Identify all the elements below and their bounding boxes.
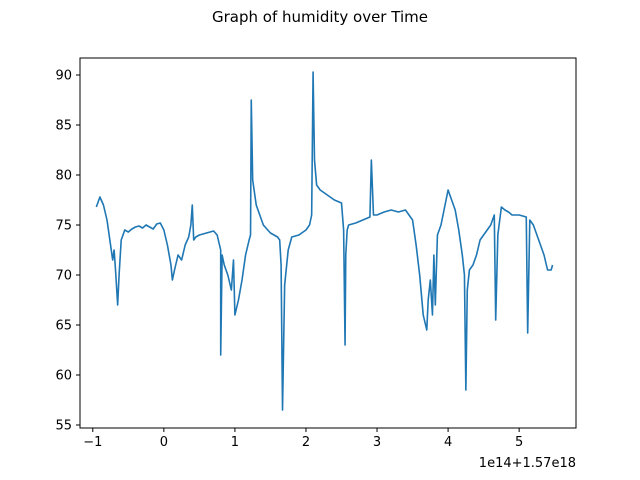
y-tick-label: 75: [55, 219, 72, 234]
x-tick-label: 1: [231, 435, 239, 450]
x-tick-label: −1: [83, 435, 102, 450]
series-layer: [95, 71, 554, 411]
x-tick-label: 5: [515, 435, 523, 450]
x-tick-label: 2: [302, 435, 310, 450]
x-axis-offset-label: 1e14+1.57e18: [479, 456, 576, 471]
y-tick-label: 70: [55, 269, 72, 284]
x-tick-label: 0: [160, 435, 168, 450]
x-axis: −1 0 1 2 3 4 5: [83, 428, 523, 450]
x-tick-label: 3: [373, 435, 381, 450]
y-tick-label: 90: [55, 69, 72, 84]
y-tick-label: 80: [55, 169, 72, 184]
axes-frame: [79, 57, 577, 429]
y-tick-label: 65: [55, 319, 72, 334]
plot-area: [79, 57, 577, 429]
y-axis: 55 60 65 70 75 80 85 90: [55, 69, 80, 434]
chart-title: Graph of humidity over Time: [212, 8, 428, 26]
y-tick-label: 85: [55, 119, 72, 134]
y-tick-label: 60: [55, 369, 72, 384]
y-tick-label: 55: [55, 419, 72, 434]
x-tick-label: 4: [444, 435, 452, 450]
series-line-0: [95, 71, 554, 411]
